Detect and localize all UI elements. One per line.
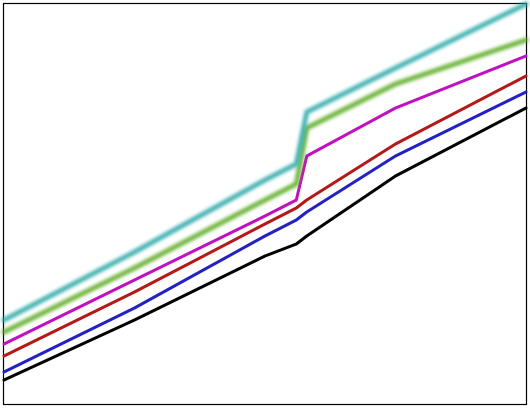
series-line [1, 37, 529, 335]
series-line [2, 54, 528, 346]
series-line [1, 1, 529, 323]
series-line [2, 106, 528, 382]
series-line [2, 90, 528, 374]
series-line [2, 74, 528, 358]
